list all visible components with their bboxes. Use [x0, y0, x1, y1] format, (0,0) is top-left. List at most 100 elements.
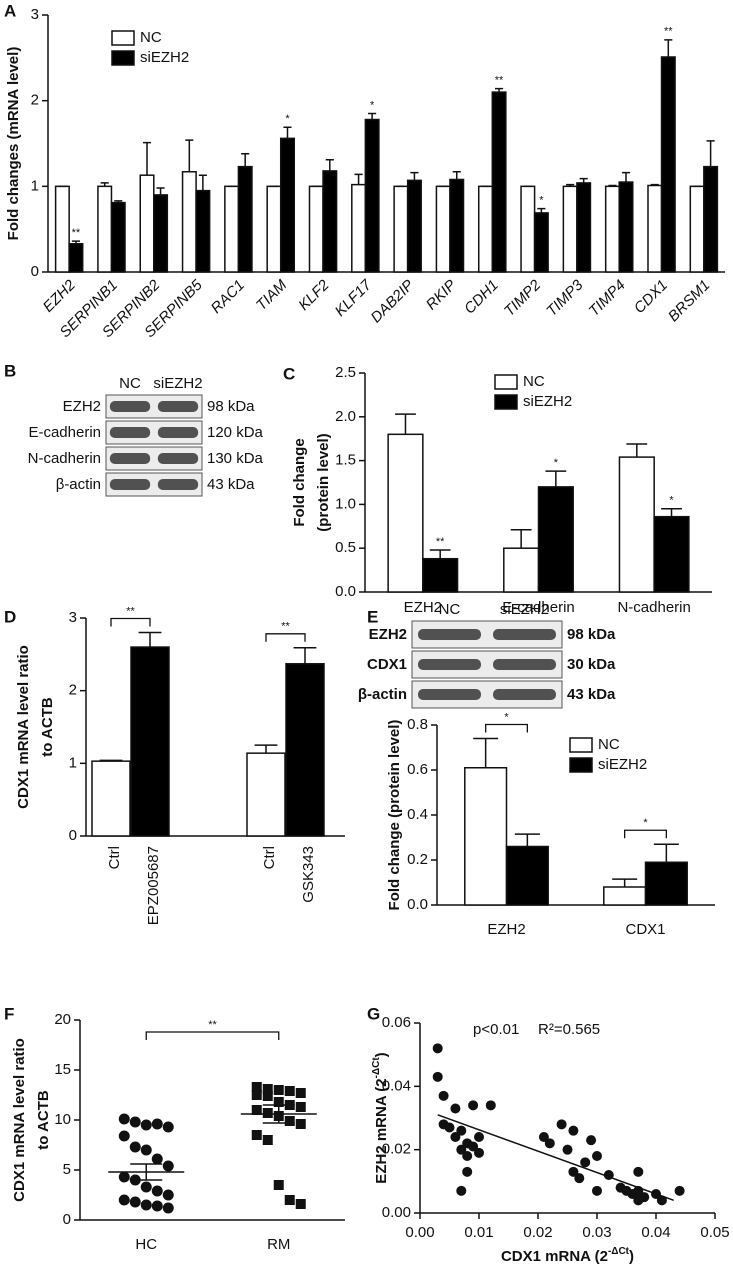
panel-label: E [367, 607, 378, 626]
band-label: EZH2 [63, 398, 101, 415]
band-label: E-cadherin [28, 424, 101, 441]
comparison-bracket [265, 633, 306, 642]
legend-label: siEZH2 [140, 49, 189, 66]
bar [653, 515, 690, 593]
axis-title: EZH2 mRNA (2-ΔCt) [371, 1052, 390, 1183]
bar [130, 646, 170, 837]
legend-label: siEZH2 [523, 393, 572, 410]
bar [576, 182, 592, 273]
bar [644, 861, 688, 906]
data-point [162, 1121, 174, 1133]
x-tick-label: EZH2 [40, 276, 80, 316]
error-bar [626, 443, 648, 458]
data-point [444, 1122, 455, 1133]
error-bar [185, 139, 194, 172]
legend-label: NC [598, 736, 620, 753]
significance-label: ** [72, 227, 81, 239]
band-size: 43 kDa [207, 476, 255, 493]
y-tick-label: 0 [63, 1211, 71, 1228]
bar [153, 194, 169, 273]
blot-band [493, 629, 556, 640]
error-bar [650, 183, 659, 186]
error-bar [537, 207, 546, 213]
bar [537, 486, 574, 593]
x-tick-label: EZH2 [404, 599, 442, 616]
significance-label: ** [495, 75, 504, 87]
bar [322, 170, 338, 273]
data-point [251, 1130, 262, 1140]
bar [308, 185, 324, 273]
x-tick-label: EZH2 [487, 921, 525, 938]
legend-swatch [111, 30, 135, 46]
bar [520, 185, 536, 273]
blot-frame [105, 394, 203, 419]
data-point [162, 1202, 174, 1214]
panel-label: G [367, 1004, 380, 1023]
blot-band [157, 401, 199, 412]
data-point [162, 1189, 174, 1201]
error-bar [156, 187, 165, 195]
data-point [474, 1147, 484, 1158]
panel-label: F [4, 1004, 14, 1023]
blot-band [418, 629, 481, 640]
significance-label: * [285, 113, 290, 125]
data-point [450, 1103, 461, 1114]
x-tick-label: 0.04 [641, 1224, 670, 1241]
legend-label: siEZH2 [598, 756, 647, 773]
y-tick-label: 0.2 [407, 851, 428, 868]
error-bar [510, 529, 532, 549]
data-point [432, 1043, 443, 1054]
band-label: EZH2 [369, 626, 407, 643]
significance-label: * [370, 99, 375, 111]
y-tick-label: 0.4 [407, 806, 428, 823]
error-bar [452, 171, 461, 180]
x-tick-label: KLF2 [295, 276, 333, 314]
bar [435, 185, 451, 273]
lane-label: NC [119, 375, 141, 392]
y-tick-label: 0.04 [382, 1077, 411, 1094]
y-tick-label: 15 [54, 1061, 71, 1078]
error-bar [579, 177, 588, 183]
y-axis-title: CDX1 mRNA level ratio [15, 645, 32, 809]
band-size: 43 kDa [567, 686, 616, 703]
bar [533, 212, 549, 273]
data-point [251, 1105, 262, 1115]
y-tick-label: 2.0 [335, 408, 356, 425]
error-bar [142, 141, 152, 176]
x-tick-label: TIAM [253, 276, 291, 314]
y-tick-label: 10 [54, 1111, 71, 1128]
legend-swatch [111, 50, 135, 66]
significance-label: ** [436, 536, 445, 548]
y-tick-label: 2.5 [335, 364, 356, 381]
y-tick-label: 0.8 [407, 716, 428, 733]
error-bar [621, 171, 631, 183]
data-point [456, 1185, 467, 1196]
error-bar [283, 126, 292, 139]
data-point [284, 1086, 295, 1096]
comparison-label: * [643, 817, 648, 829]
error-bar [395, 413, 416, 435]
blot-band [109, 479, 151, 490]
blot-frame [105, 420, 203, 445]
data-point [118, 1113, 130, 1125]
y-axis-title: to ACTB [35, 1090, 52, 1150]
error-bar [100, 182, 109, 187]
blot-band [493, 689, 556, 700]
data-point [592, 1185, 602, 1196]
bar [422, 557, 459, 593]
x-tick-label: CDX1 [625, 921, 665, 938]
blot-band [109, 427, 151, 438]
legend-label: NC [523, 373, 545, 390]
x-tick-label: TIMP4 [586, 277, 629, 320]
data-point [656, 1195, 667, 1206]
y-tick-label: 0.0 [335, 583, 356, 600]
x-tick-label: 0.02 [523, 1224, 552, 1241]
data-point [568, 1125, 579, 1136]
comparison-label: ** [208, 1019, 217, 1031]
bar [689, 185, 705, 273]
y-tick-label: 3 [31, 6, 39, 23]
comparison-label: ** [126, 605, 135, 617]
band-size: 98 kDa [207, 398, 255, 415]
